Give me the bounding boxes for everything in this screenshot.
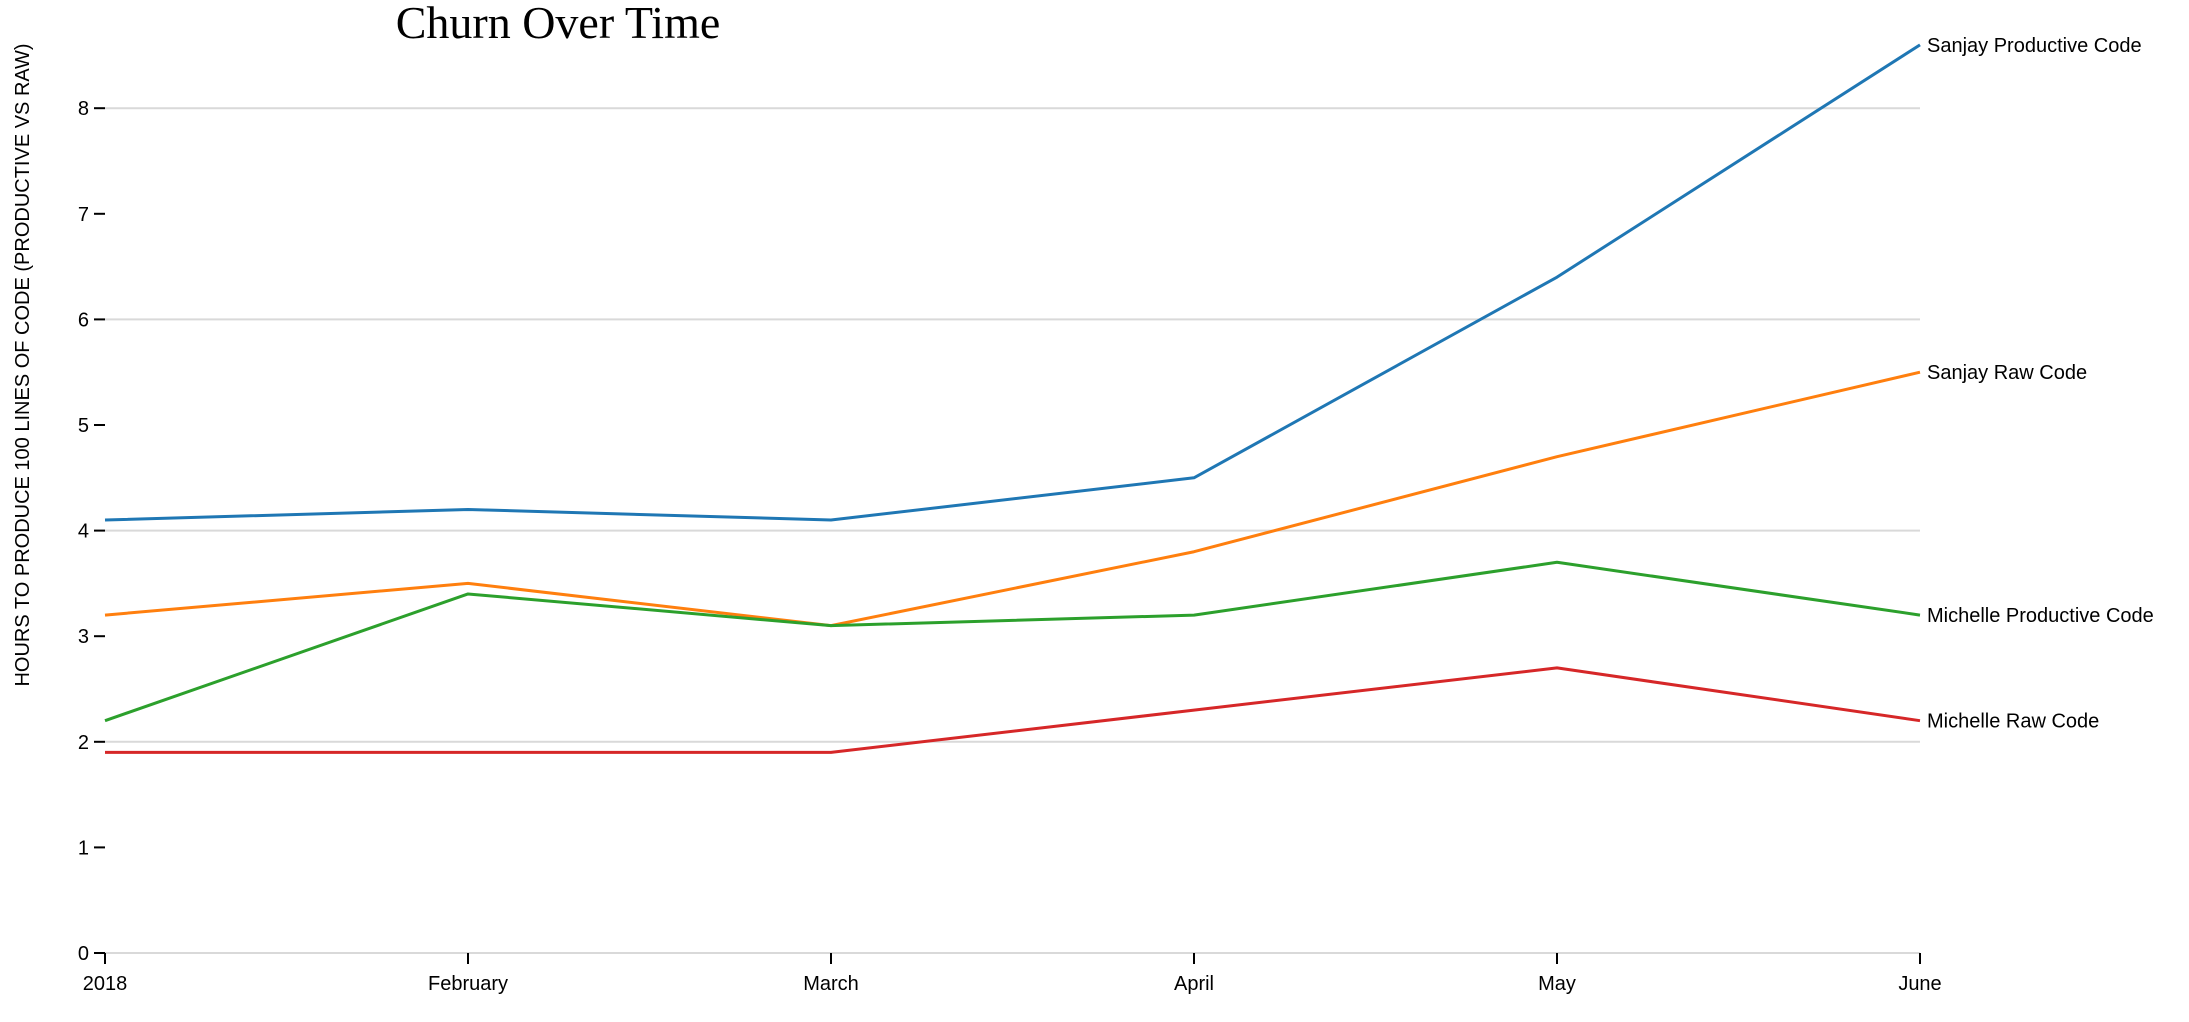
- y-tick-label-5: 5: [78, 415, 89, 437]
- y-tick-label-3: 3: [78, 626, 89, 648]
- y-tick-label-6: 6: [78, 309, 89, 331]
- x-tick-label-March: March: [803, 973, 859, 995]
- x-tick-label-February: February: [428, 973, 508, 995]
- y-tick-label-8: 8: [78, 98, 89, 120]
- series-label-michelle-raw-code: Michelle Raw Code: [1927, 711, 2099, 733]
- series-labels: Sanjay Productive Code Sanjay Raw Code Mic…: [1927, 35, 2154, 733]
- y-tick-label-7: 7: [78, 204, 89, 226]
- y-tick-label-1: 1: [78, 837, 89, 859]
- chart-title: Churn Over Time: [396, 0, 721, 48]
- x-tick-label-April: April: [1174, 973, 1214, 995]
- series-label-michelle-productive-code: Michelle Productive Code: [1927, 605, 2154, 627]
- y-tick-label-4: 4: [78, 521, 89, 543]
- series-lines: [104, 43, 1921, 754]
- x-tick-label-2018: 2018: [83, 973, 128, 995]
- series-line-sanjay-raw-code: [104, 370, 1921, 628]
- y-tick-label-0: 0: [78, 943, 89, 965]
- y-tick-label-2: 2: [78, 732, 89, 754]
- series-label-sanjay-productive-code: Sanjay Productive Code: [1927, 35, 2142, 57]
- series-label-sanjay-raw-code: Sanjay Raw Code: [1927, 362, 2087, 384]
- x-tick-label-May: May: [1538, 973, 1576, 995]
- x-tick-label-June: June: [1898, 973, 1941, 995]
- y-axis-label: HOURS TO PRODUCE 100 LINES OF CODE (PROD…: [12, 43, 34, 686]
- series-line-sanjay-productive-code: [104, 43, 1921, 522]
- series-line-michelle-raw-code: [105, 666, 1921, 754]
- gridlines: [105, 107, 1920, 743]
- series-line-michelle-productive-code: [104, 560, 1921, 723]
- axes: 0 1 2 3 4 5 6 7 8 2018 February March April May June: [78, 98, 1942, 995]
